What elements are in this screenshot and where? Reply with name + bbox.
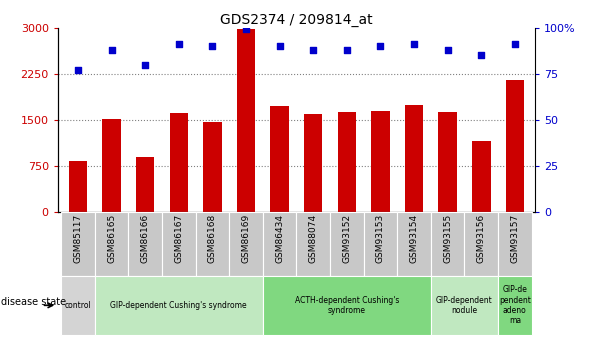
Text: GIP-dependent Cushing's syndrome: GIP-dependent Cushing's syndrome [111,301,247,310]
Point [106,47,116,52]
Text: GSM93157: GSM93157 [510,214,519,263]
Point [207,43,217,49]
Bar [506,80,524,212]
Text: GSM93156: GSM93156 [477,214,486,263]
Bar [330,212,364,276]
Bar [196,212,229,276]
Point [510,41,520,47]
Text: GSM86169: GSM86169 [241,214,250,263]
Point [275,43,285,49]
Bar [498,212,531,276]
Text: GSM86165: GSM86165 [107,214,116,263]
Bar [162,212,196,276]
Text: GSM86168: GSM86168 [208,214,217,263]
Bar [364,212,397,276]
Point [477,52,486,58]
Bar [69,161,87,212]
Point [342,47,351,52]
Text: GSM93155: GSM93155 [443,214,452,263]
Point [73,67,83,73]
Text: GSM93152: GSM93152 [342,214,351,263]
Point [376,43,385,49]
Bar [263,276,431,335]
Bar [95,212,128,276]
Text: GSM93154: GSM93154 [410,214,418,263]
Bar [337,112,356,212]
Bar [465,212,498,276]
Text: GIP-de
pendent
adeno
ma: GIP-de pendent adeno ma [499,285,531,325]
Bar [271,106,289,212]
Bar [203,122,221,212]
Text: GSM93153: GSM93153 [376,214,385,263]
Bar [95,276,263,335]
Bar [237,29,255,212]
Bar [296,212,330,276]
Text: control: control [64,301,91,310]
Text: GSM86166: GSM86166 [140,214,150,263]
Bar [128,212,162,276]
Bar [438,112,457,212]
Bar [431,276,498,335]
Point [241,27,251,32]
Bar [431,212,465,276]
Bar [397,212,431,276]
Bar [263,212,297,276]
Text: disease state: disease state [1,297,66,307]
Text: ACTH-dependent Cushing's
syndrome: ACTH-dependent Cushing's syndrome [295,296,399,315]
Point [140,62,150,67]
Text: GIP-dependent
nodule: GIP-dependent nodule [436,296,493,315]
Bar [229,212,263,276]
Bar [371,111,390,212]
Text: GSM86167: GSM86167 [174,214,183,263]
Bar [405,105,423,212]
Bar [472,141,491,212]
Point [174,41,184,47]
Text: GSM88074: GSM88074 [309,214,318,263]
Point [443,47,452,52]
Text: GSM86434: GSM86434 [275,214,284,263]
Bar [498,276,531,335]
Text: GSM85117: GSM85117 [74,214,83,263]
Bar [102,119,121,212]
Bar [136,157,154,212]
Bar [170,112,188,212]
Bar [304,114,322,212]
Point [409,41,419,47]
Point [308,47,318,52]
Bar [61,212,95,276]
Bar [61,276,95,335]
Title: GDS2374 / 209814_at: GDS2374 / 209814_at [220,12,373,27]
